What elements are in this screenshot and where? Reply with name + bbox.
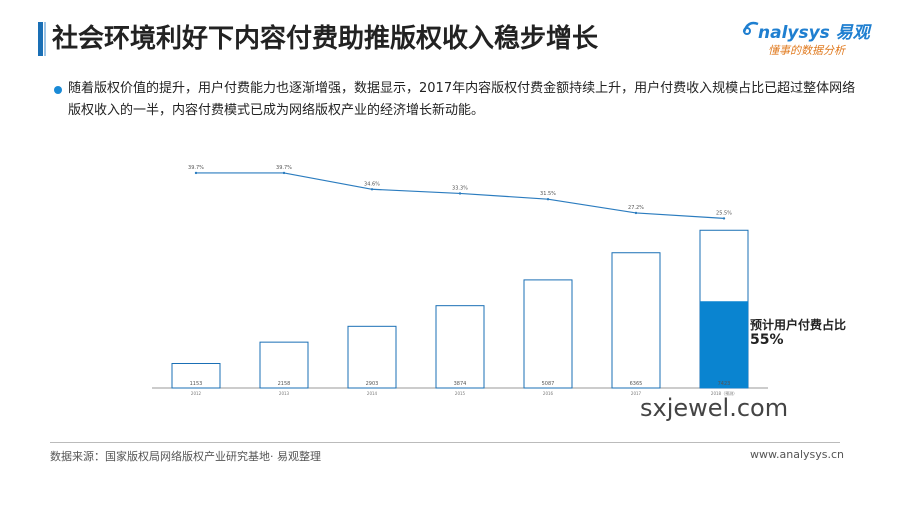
bar-value-label: 6365 <box>630 381 643 387</box>
line-point <box>282 171 286 175</box>
bar-value-label: 3874 <box>454 381 467 387</box>
bullet-text: 随着版权价值的提升，用户付费能力也逐渐增强，数据显示，2017年内容版权付费金额… <box>68 81 856 118</box>
line-value-label: 27.2% <box>628 205 644 211</box>
line-value-label: 39.7% <box>276 165 292 171</box>
x-tick-label: 2013 <box>279 391 290 396</box>
footer-divider <box>50 442 840 443</box>
title-accent-bar-light <box>44 22 46 56</box>
bar-2012 <box>171 362 221 389</box>
line-point <box>546 198 550 201</box>
line-point <box>634 211 638 215</box>
x-tick-label: 2017 <box>631 391 642 396</box>
bar-2015 <box>435 305 485 389</box>
x-tick-label: 2018（预测） <box>711 390 737 396</box>
x-tick-label: 2016 <box>543 391 554 396</box>
line-value-label: 25.5% <box>716 210 732 216</box>
bullet-dot-icon <box>54 86 62 94</box>
x-tick-label: 2015 <box>455 391 466 396</box>
website-link[interactable]: www.analysys.cn <box>750 448 844 461</box>
x-tick-label: 2014 <box>367 391 378 396</box>
bar-value-label: 7423 <box>718 381 731 387</box>
line-value-label: 33.3% <box>452 185 468 191</box>
bar-value-label: 2903 <box>366 381 379 387</box>
bar-highlight-fill <box>700 301 748 388</box>
logo-swoosh-icon <box>742 21 759 35</box>
line-value-label: 34.6% <box>364 181 380 187</box>
bar-value-label: 5087 <box>542 381 555 387</box>
chart-canvas: 1153 2012 2158 2013 2903 2014 3874 2015 5087 2016… <box>152 165 768 396</box>
title-accent-bar <box>38 22 43 56</box>
page-title: 社会环境利好下内容付费助推版权收入稳步增长 <box>52 24 599 54</box>
bar-2013 <box>259 341 309 389</box>
bar-value-label: 2158 <box>278 381 291 387</box>
bar-value-label: 1153 <box>190 381 203 387</box>
line-point <box>194 171 198 175</box>
series-line-user-payment-share <box>196 172 725 219</box>
bar-2016 <box>523 279 573 389</box>
callout-label: 预计用户付费占比 <box>750 318 847 332</box>
callout-value: 55% <box>750 332 784 348</box>
line-value-label: 39.7% <box>188 165 204 171</box>
line-point <box>370 188 374 191</box>
bar-2014 <box>347 325 397 389</box>
line-point <box>458 192 462 195</box>
line-value-label: 31.5% <box>540 191 556 197</box>
logo-brand: nalysys 易观 <box>758 23 870 43</box>
watermark: sxjewel.com <box>640 394 789 422</box>
bar-2017 <box>611 252 661 389</box>
analysys-logo: nalysys 易观 懂事的数据分析 <box>742 18 878 62</box>
logo-tagline: 懂事的数据分析 <box>768 44 845 57</box>
line-point <box>722 217 726 220</box>
x-tick-label: 2012 <box>191 391 202 396</box>
data-source: 数据来源：国家版权局网络版权产业研究基地· 易观整理 <box>50 450 321 463</box>
